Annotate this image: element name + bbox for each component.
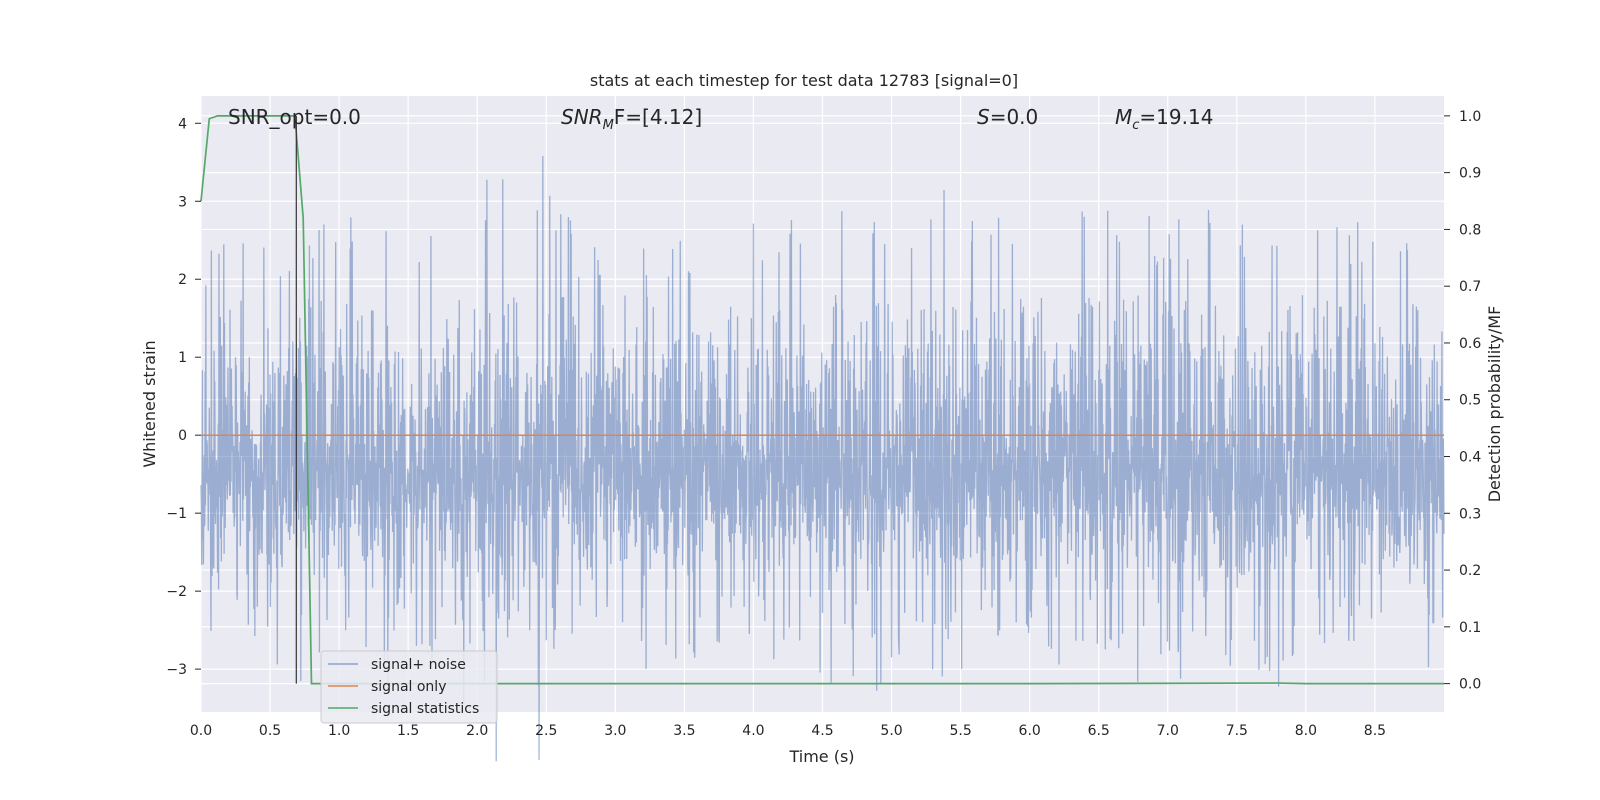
annotation-s-main: S [977,105,990,129]
x-tick-1: 0.5 [259,723,281,739]
y2-tick-10: 1.0 [1459,109,1481,125]
y-axis-label: Whitened strain [140,340,159,467]
line-signal-statistics [200,115,1444,685]
legend-label-signal-only: signal only [371,679,446,695]
chart-title: stats at each timestep for test data 127… [590,71,1018,90]
y2-tick-2: 0.2 [1459,563,1481,579]
x-tick-8: 4.0 [742,723,764,739]
annotation-mc-sub: c [1132,118,1139,133]
line-signal-noise [200,156,1445,762]
x-tick-labels: 0.0 0.5 1.0 1.5 2.0 2.5 3.0 3.5 4.0 4.5 5.0 5.5 6.0 6… [190,723,1386,739]
x-tick-3: 1.5 [397,723,419,739]
legend-label-signal-noise: signal+ noise [371,657,466,673]
x-axis-label: Time (s) [788,747,854,766]
x-tick-4: 2.0 [466,723,488,739]
x-tick-10: 5.0 [880,723,902,739]
annotation-s: S=0.0 [977,105,1038,129]
legend-label-signal-statistics: signal statistics [371,701,479,717]
y-tick-6: 3 [178,194,187,210]
x-tick-6: 3.0 [604,723,626,739]
y2-tick-labels: 0.0 0.1 0.2 0.3 0.4 0.5 0.6 0.7 0.8 0.9 1.0 [1444,109,1481,693]
y2-tick-9: 0.9 [1459,166,1481,182]
x-tick-7: 3.5 [673,723,695,739]
legend: signal+ noise signal only signal statist… [320,650,498,724]
annotation-mc-main: M [1115,105,1132,129]
x-tick-12: 6.0 [1019,723,1041,739]
y2-tick-1: 0.1 [1459,620,1481,636]
x-tick-0: 0.0 [190,723,212,739]
y-tick-labels: −3 −2 −1 0 1 2 3 4 [166,116,201,678]
annotation-snr-mf-main: SNR [561,105,603,129]
y2-tick-5: 0.5 [1459,393,1481,409]
x-tick-15: 7.5 [1226,723,1248,739]
y2-tick-4: 0.4 [1459,450,1481,466]
x-tick-16: 8.0 [1295,723,1317,739]
legend-box [320,650,498,724]
annotation-s-rest: =0.0 [990,105,1039,129]
y2-tick-6: 0.6 [1459,336,1481,352]
series-signal-noise [200,156,1445,762]
y-tick-7: 4 [178,116,187,132]
y-tick-2: −1 [166,506,187,522]
annotation-mc: Mc=19.14 [1115,105,1213,133]
y-tick-5: 2 [178,272,187,288]
y-tick-3: 0 [178,428,187,444]
x-tick-5: 2.5 [535,723,557,739]
annotation-snr-mf: SNRMF=[4.12] [561,105,702,133]
annotation-snr-mf-sub: M [603,118,614,133]
y2-tick-3: 0.3 [1459,506,1481,522]
x-tick-14: 7.0 [1157,723,1179,739]
annotation-snr-opt: SNR_opt=0.0 [228,105,361,129]
x-tick-13: 6.5 [1088,723,1110,739]
x-tick-11: 5.5 [949,723,971,739]
y-tick-0: −3 [166,662,187,678]
y-tick-4: 1 [178,350,187,366]
x-tick-9: 4.5 [811,723,833,739]
y-tick-1: −2 [166,584,187,600]
annotation-snr-mf-rest: F=[4.12] [614,105,702,129]
series-signal-statistics [200,115,1444,685]
x-tick-17: 8.5 [1364,723,1386,739]
x-tick-2: 1.0 [328,723,350,739]
y2-tick-8: 0.8 [1459,222,1481,238]
y2-tick-7: 0.7 [1459,279,1481,295]
annotation-mc-rest: =19.14 [1139,105,1213,129]
y2-axis-label: Detection probability/MF [1485,306,1504,503]
y2-tick-0: 0.0 [1459,677,1481,693]
